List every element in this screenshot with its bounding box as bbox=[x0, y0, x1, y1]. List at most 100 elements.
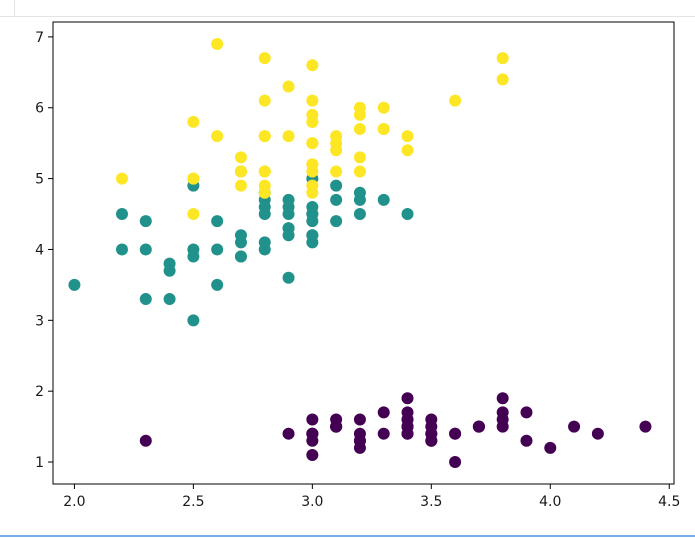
scatter-point-s0-43 bbox=[425, 413, 438, 426]
scatter-point-s2-35 bbox=[306, 94, 319, 107]
scatter-point-s2-10 bbox=[353, 165, 366, 178]
y-tick-label: 6 bbox=[35, 101, 44, 117]
y-tick-label: 7 bbox=[35, 30, 44, 46]
scatter-point-s0-48 bbox=[472, 420, 485, 433]
scatter-point-s0-34 bbox=[330, 420, 343, 433]
axes-frame bbox=[52, 21, 675, 485]
scatter-point-s1-47 bbox=[282, 222, 295, 235]
output-cell-left-edge bbox=[14, 0, 15, 16]
scatter-point-s1-29 bbox=[211, 278, 224, 291]
scatter-point-s0-33 bbox=[591, 427, 604, 440]
scatter-point-s1-6 bbox=[377, 193, 390, 206]
scatter-point-s0-37 bbox=[449, 427, 462, 440]
scatter-point-s0-5 bbox=[520, 406, 533, 419]
scatter-point-s2-22 bbox=[258, 52, 271, 65]
scatter-point-s0-22 bbox=[449, 456, 462, 469]
scatter-point-s0-41 bbox=[139, 434, 152, 447]
x-axis: 2.0 2.5 3.0 3.5 4.0 4.5 bbox=[63, 484, 680, 510]
scatter-point-s1-28 bbox=[282, 208, 295, 221]
scatter-point-s1-13 bbox=[282, 193, 295, 206]
scatter-point-s2-36 bbox=[401, 130, 414, 143]
scatter-point-s2-17 bbox=[496, 52, 509, 65]
scatter-point-s2-48 bbox=[401, 144, 414, 157]
y-tick-label: 4 bbox=[35, 242, 44, 258]
scatter-point-s0-25 bbox=[306, 413, 319, 426]
bottom-accent-line bbox=[0, 535, 695, 537]
scatter-point-s1-49 bbox=[258, 236, 271, 249]
scatter-point-s0-49 bbox=[377, 427, 390, 440]
scatter-point-s1-41 bbox=[306, 200, 319, 213]
scatter-point-s1-48 bbox=[187, 314, 200, 327]
scatter-point-s1-7 bbox=[163, 293, 176, 306]
scatter-point-s0-39 bbox=[401, 420, 414, 433]
scatter-point-s1-20 bbox=[353, 186, 366, 199]
scatter-point-s2-40 bbox=[330, 130, 343, 143]
scatter-point-s1-39 bbox=[187, 243, 200, 256]
scatter-point-s1-2 bbox=[330, 179, 343, 192]
points-layer bbox=[68, 37, 652, 469]
scatter-point-s2-5 bbox=[306, 59, 319, 72]
scatter-point-s2-15 bbox=[353, 151, 366, 164]
scatter-point-s0-24 bbox=[401, 392, 414, 405]
scatter-point-s2-46 bbox=[187, 172, 200, 185]
x-tick-label: 2.0 bbox=[63, 494, 85, 510]
scatter-point-s1-5 bbox=[258, 208, 271, 221]
scatter-point-s2-19 bbox=[116, 172, 128, 185]
scatter-point-s0-32 bbox=[568, 420, 581, 433]
scatter-point-s2-49 bbox=[306, 165, 319, 178]
scatter-point-s0-15 bbox=[639, 420, 652, 433]
scatter-point-s2-20 bbox=[353, 123, 366, 135]
scatter-point-s1-35 bbox=[401, 208, 414, 221]
scatter-point-s1-42 bbox=[211, 243, 224, 256]
scatter-point-s1-15 bbox=[330, 215, 343, 228]
scatter-point-s2-8 bbox=[187, 115, 200, 128]
scatter-point-s1-10 bbox=[68, 278, 81, 291]
y-tick-label: 2 bbox=[35, 384, 44, 400]
scatter-point-s2-0 bbox=[377, 101, 390, 114]
scatter-point-s0-46 bbox=[496, 413, 509, 426]
scatter-point-s2-41 bbox=[330, 165, 343, 178]
scatter-point-s2-3 bbox=[282, 130, 295, 143]
x-tick-label: 2.5 bbox=[182, 494, 204, 510]
scatter-point-s2-29 bbox=[306, 115, 319, 128]
scatter-point-s0-13 bbox=[306, 448, 319, 461]
scatter-point-s2-33 bbox=[258, 165, 271, 178]
y-tick-label: 5 bbox=[35, 172, 44, 188]
scatter-point-s2-30 bbox=[258, 94, 271, 107]
scatter-point-s1-43 bbox=[139, 293, 152, 306]
scatter-point-s2-42 bbox=[234, 165, 247, 178]
scatter-point-s2-6 bbox=[187, 208, 200, 221]
scatter-point-s2-16 bbox=[306, 137, 319, 150]
scatter-point-s1-14 bbox=[282, 271, 295, 284]
scatter-point-s1-12 bbox=[116, 243, 128, 256]
scatter-point-s1-31 bbox=[163, 264, 176, 277]
scatter-point-s0-47 bbox=[353, 427, 366, 440]
scatter-point-s2-32 bbox=[258, 130, 271, 143]
scatter-point-s2-43 bbox=[353, 108, 366, 121]
scatter-point-s1-3 bbox=[139, 243, 152, 256]
scatter-point-s0-40 bbox=[425, 434, 438, 447]
scatter-point-s2-39 bbox=[330, 144, 343, 157]
scatter-point-s0-14 bbox=[544, 441, 557, 454]
scatter-point-s0-29 bbox=[353, 413, 366, 426]
output-cell-top-border bbox=[0, 0, 695, 17]
scatter-point-s2-38 bbox=[306, 186, 319, 199]
x-tick-label: 3.5 bbox=[420, 494, 442, 510]
scatter-point-s1-32 bbox=[234, 250, 247, 263]
scatter-point-s0-44 bbox=[496, 392, 509, 405]
scatter-point-s1-1 bbox=[353, 208, 366, 221]
scatter-point-s0-23 bbox=[377, 406, 390, 419]
scatter-point-s0-45 bbox=[306, 427, 319, 440]
scatter-point-s1-44 bbox=[234, 229, 247, 242]
scatter-point-s0-8 bbox=[282, 427, 295, 440]
scatter-point-s2-9 bbox=[449, 94, 462, 107]
x-tick-label: 3.0 bbox=[301, 494, 323, 510]
scatter-point-s1-36 bbox=[330, 193, 343, 206]
scatter-point-s2-18 bbox=[211, 37, 224, 50]
scatter-point-s2-26 bbox=[258, 186, 271, 199]
scatter-point-s2-11 bbox=[234, 151, 247, 164]
scatter-point-s0-16 bbox=[520, 434, 533, 447]
scatter-point-s1-18 bbox=[116, 208, 128, 221]
scatter-point-s1-40 bbox=[211, 215, 224, 228]
